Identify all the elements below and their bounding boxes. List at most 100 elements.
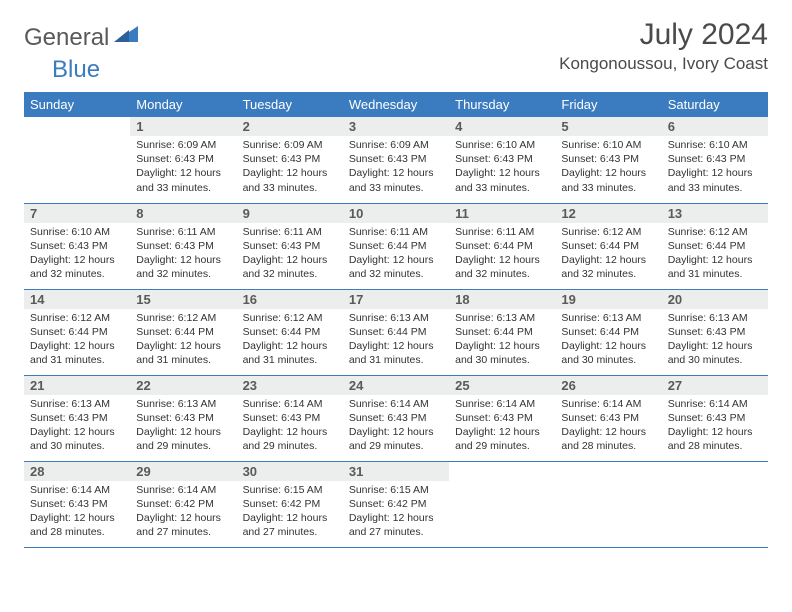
day-number: 24 <box>343 376 449 395</box>
sunrise-text: Sunrise: 6:12 AM <box>136 311 230 325</box>
weekday-header: Friday <box>555 92 661 117</box>
weekday-header: Sunday <box>24 92 130 117</box>
month-title: July 2024 <box>559 18 768 52</box>
sunrise-text: Sunrise: 6:11 AM <box>349 225 443 239</box>
daylight-text: and 31 minutes. <box>243 353 337 367</box>
daylight-text: Daylight: 12 hours <box>243 425 337 439</box>
sunrise-text: Sunrise: 6:14 AM <box>455 397 549 411</box>
sunset-text: Sunset: 6:42 PM <box>243 497 337 511</box>
calendar-week-row: 28Sunrise: 6:14 AMSunset: 6:43 PMDayligh… <box>24 461 768 547</box>
daylight-text: Daylight: 12 hours <box>349 253 443 267</box>
daylight-text: and 28 minutes. <box>561 439 655 453</box>
daylight-text: Daylight: 12 hours <box>349 425 443 439</box>
day-number: 10 <box>343 204 449 223</box>
sunset-text: Sunset: 6:43 PM <box>243 239 337 253</box>
day-details: Sunrise: 6:13 AMSunset: 6:43 PMDaylight:… <box>662 309 768 372</box>
day-details: Sunrise: 6:10 AMSunset: 6:43 PMDaylight:… <box>24 223 130 286</box>
daylight-text: and 32 minutes. <box>136 267 230 281</box>
sunrise-text: Sunrise: 6:13 AM <box>561 311 655 325</box>
daylight-text: Daylight: 12 hours <box>561 339 655 353</box>
calendar-day-cell: 7Sunrise: 6:10 AMSunset: 6:43 PMDaylight… <box>24 203 130 289</box>
sunrise-text: Sunrise: 6:14 AM <box>136 483 230 497</box>
sunrise-text: Sunrise: 6:13 AM <box>30 397 124 411</box>
calendar-day-cell: 29Sunrise: 6:14 AMSunset: 6:42 PMDayligh… <box>130 461 236 547</box>
sunrise-text: Sunrise: 6:13 AM <box>668 311 762 325</box>
day-details: Sunrise: 6:14 AMSunset: 6:43 PMDaylight:… <box>343 395 449 458</box>
daylight-text: and 27 minutes. <box>243 525 337 539</box>
day-details: Sunrise: 6:13 AMSunset: 6:44 PMDaylight:… <box>555 309 661 372</box>
day-details: Sunrise: 6:14 AMSunset: 6:43 PMDaylight:… <box>662 395 768 458</box>
brand-text-general: General <box>24 24 109 52</box>
day-number: 20 <box>662 290 768 309</box>
calendar-day-cell: 8Sunrise: 6:11 AMSunset: 6:43 PMDaylight… <box>130 203 236 289</box>
daylight-text: Daylight: 12 hours <box>243 511 337 525</box>
sunset-text: Sunset: 6:44 PM <box>561 325 655 339</box>
day-number: 16 <box>237 290 343 309</box>
sunrise-text: Sunrise: 6:14 AM <box>668 397 762 411</box>
calendar-day-cell: 15Sunrise: 6:12 AMSunset: 6:44 PMDayligh… <box>130 289 236 375</box>
daylight-text: Daylight: 12 hours <box>136 511 230 525</box>
calendar-day-cell: 23Sunrise: 6:14 AMSunset: 6:43 PMDayligh… <box>237 375 343 461</box>
daylight-text: and 33 minutes. <box>561 181 655 195</box>
day-number: 25 <box>449 376 555 395</box>
sunrise-text: Sunrise: 6:11 AM <box>136 225 230 239</box>
daylight-text: Daylight: 12 hours <box>668 166 762 180</box>
day-details: Sunrise: 6:09 AMSunset: 6:43 PMDaylight:… <box>343 136 449 199</box>
daylight-text: Daylight: 12 hours <box>455 339 549 353</box>
sunrise-text: Sunrise: 6:09 AM <box>243 138 337 152</box>
sunset-text: Sunset: 6:43 PM <box>30 497 124 511</box>
calendar-day-cell <box>24 117 130 203</box>
day-details: Sunrise: 6:09 AMSunset: 6:43 PMDaylight:… <box>130 136 236 199</box>
day-details: Sunrise: 6:13 AMSunset: 6:44 PMDaylight:… <box>449 309 555 372</box>
daylight-text: and 29 minutes. <box>455 439 549 453</box>
sunrise-text: Sunrise: 6:14 AM <box>243 397 337 411</box>
daylight-text: and 29 minutes. <box>349 439 443 453</box>
day-details: Sunrise: 6:11 AMSunset: 6:43 PMDaylight:… <box>237 223 343 286</box>
day-number: 1 <box>130 117 236 136</box>
day-number: 30 <box>237 462 343 481</box>
day-number: 4 <box>449 117 555 136</box>
day-number: 19 <box>555 290 661 309</box>
sunrise-text: Sunrise: 6:13 AM <box>349 311 443 325</box>
calendar-day-cell: 19Sunrise: 6:13 AMSunset: 6:44 PMDayligh… <box>555 289 661 375</box>
calendar-day-cell: 11Sunrise: 6:11 AMSunset: 6:44 PMDayligh… <box>449 203 555 289</box>
sunset-text: Sunset: 6:43 PM <box>668 152 762 166</box>
daylight-text: and 29 minutes. <box>136 439 230 453</box>
sunset-text: Sunset: 6:43 PM <box>668 411 762 425</box>
daylight-text: and 27 minutes. <box>349 525 443 539</box>
daylight-text: Daylight: 12 hours <box>243 339 337 353</box>
day-details: Sunrise: 6:10 AMSunset: 6:43 PMDaylight:… <box>449 136 555 199</box>
day-number: 7 <box>24 204 130 223</box>
daylight-text: Daylight: 12 hours <box>668 253 762 267</box>
daylight-text: and 31 minutes. <box>668 267 762 281</box>
sunset-text: Sunset: 6:43 PM <box>136 411 230 425</box>
sunset-text: Sunset: 6:43 PM <box>349 411 443 425</box>
day-details: Sunrise: 6:13 AMSunset: 6:44 PMDaylight:… <box>343 309 449 372</box>
sunrise-text: Sunrise: 6:10 AM <box>668 138 762 152</box>
sunset-text: Sunset: 6:44 PM <box>349 325 443 339</box>
sunrise-text: Sunrise: 6:11 AM <box>455 225 549 239</box>
calendar-day-cell: 30Sunrise: 6:15 AMSunset: 6:42 PMDayligh… <box>237 461 343 547</box>
brand-logo: General <box>24 24 142 52</box>
daylight-text: and 30 minutes. <box>668 353 762 367</box>
sunrise-text: Sunrise: 6:14 AM <box>561 397 655 411</box>
daylight-text: and 28 minutes. <box>668 439 762 453</box>
day-number: 3 <box>343 117 449 136</box>
day-number: 12 <box>555 204 661 223</box>
daylight-text: Daylight: 12 hours <box>243 166 337 180</box>
daylight-text: Daylight: 12 hours <box>136 339 230 353</box>
sunset-text: Sunset: 6:43 PM <box>349 152 443 166</box>
sunrise-text: Sunrise: 6:11 AM <box>243 225 337 239</box>
day-details: Sunrise: 6:10 AMSunset: 6:43 PMDaylight:… <box>662 136 768 199</box>
daylight-text: Daylight: 12 hours <box>455 166 549 180</box>
day-number: 13 <box>662 204 768 223</box>
day-details: Sunrise: 6:14 AMSunset: 6:43 PMDaylight:… <box>237 395 343 458</box>
sunset-text: Sunset: 6:43 PM <box>136 152 230 166</box>
calendar-day-cell: 1Sunrise: 6:09 AMSunset: 6:43 PMDaylight… <box>130 117 236 203</box>
day-details: Sunrise: 6:12 AMSunset: 6:44 PMDaylight:… <box>555 223 661 286</box>
daylight-text: and 31 minutes. <box>136 353 230 367</box>
daylight-text: Daylight: 12 hours <box>30 253 124 267</box>
day-number: 5 <box>555 117 661 136</box>
calendar-day-cell: 12Sunrise: 6:12 AMSunset: 6:44 PMDayligh… <box>555 203 661 289</box>
sunset-text: Sunset: 6:44 PM <box>349 239 443 253</box>
